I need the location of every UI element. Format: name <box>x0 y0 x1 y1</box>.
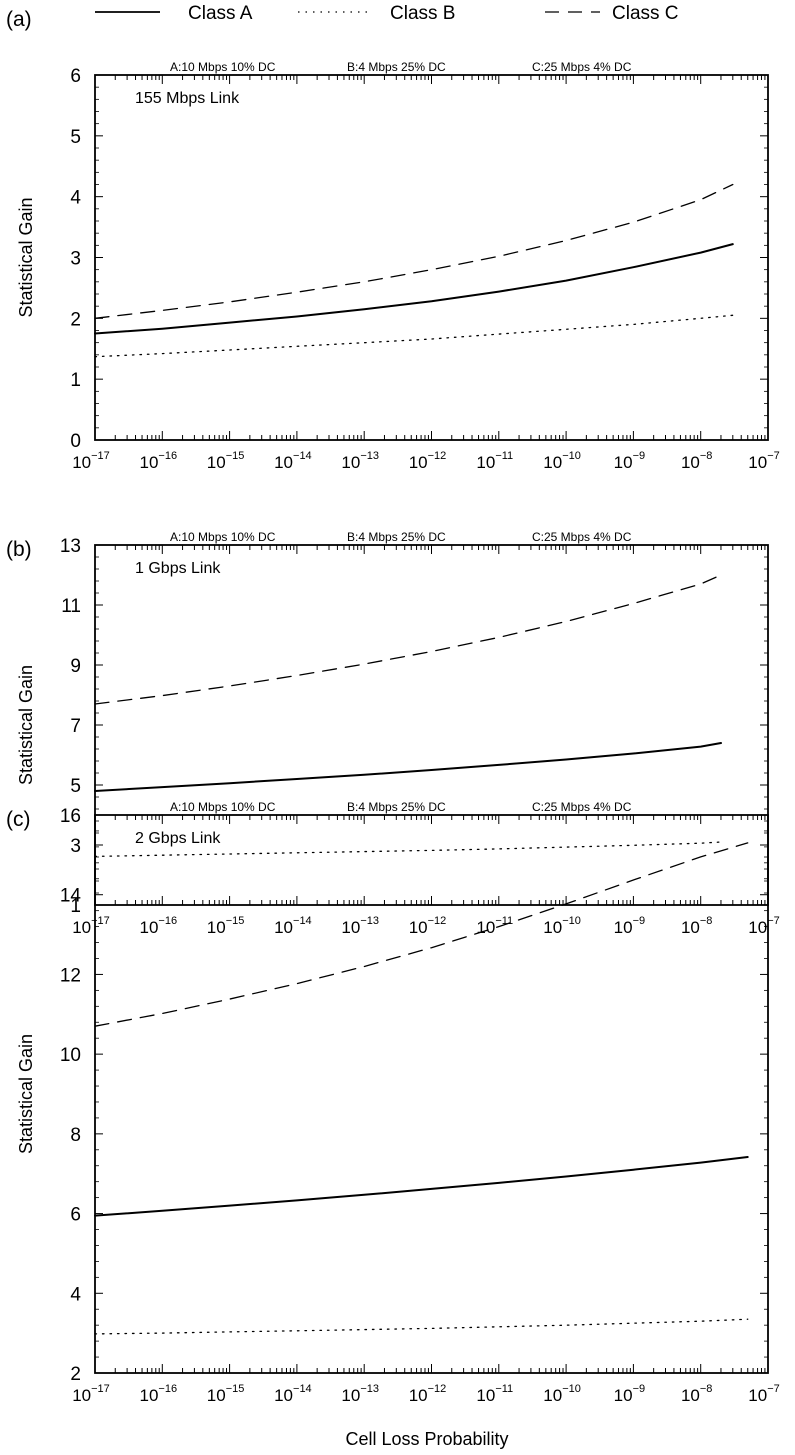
x-tick-label: 10−16 <box>140 450 178 472</box>
panel-b: 10−17 10−16 10−15 10−14 10−13 10−12 10−11 10−10… <box>6 530 780 937</box>
y-tick-label: 6 <box>70 66 81 87</box>
y-tick-label: 12 <box>60 965 81 986</box>
y-tick-label: 4 <box>70 1284 81 1305</box>
x-tick-label: 10−11 <box>476 1383 513 1405</box>
y-axis-label: Statistical Gain <box>16 197 36 317</box>
x-tick-label: 10−7 <box>748 450 779 472</box>
x-tick-label: 10−12 <box>409 915 447 937</box>
panel-label: (a) <box>6 8 32 31</box>
x-tick-label: 10−16 <box>140 915 178 937</box>
panel-c: 10−17 10−16 10−15 10−14 10−13 10−12 10−11 10−10… <box>6 800 780 1405</box>
y-tick-label: 11 <box>61 596 81 617</box>
x-tick-label: 10−7 <box>748 915 779 937</box>
y-tick-label: 3 <box>70 836 81 857</box>
panel-a: 10−17 10−16 10−15 10−14 10−13 10−12 10−11 10−10… <box>6 8 780 472</box>
series-line-class-a <box>94 1156 749 1217</box>
x-tick-label: 10−8 <box>681 450 712 472</box>
x-tick-label: 10−15 <box>207 450 245 472</box>
annotation-1: A:10 Mbps 10% DC <box>170 800 276 814</box>
x-tick-label: 10−12 <box>409 450 447 472</box>
annotation-3: C:25 Mbps 4% DC <box>532 530 632 544</box>
y-tick-label: 5 <box>70 776 81 797</box>
link-label: 1 Gbps Link <box>135 560 221 577</box>
series-line-class-b <box>94 314 734 358</box>
x-tick-label: 10−16 <box>140 1383 178 1405</box>
series-line-class-b <box>94 1318 749 1335</box>
series-line-class-a <box>94 243 734 335</box>
legend-label-class-b: Class B <box>390 3 455 24</box>
legend: Class A Class B Class C <box>95 3 679 24</box>
x-tick-label: 10−8 <box>681 915 712 937</box>
x-tick-label: 10−8 <box>681 1383 712 1405</box>
x-tick-label: 10−9 <box>614 450 645 472</box>
y-tick-label: 4 <box>70 188 81 209</box>
y-tick-label: 7 <box>70 716 81 737</box>
y-tick-label: 2 <box>70 309 81 330</box>
annotation-2: B:4 Mbps 25% DC <box>347 530 446 544</box>
y-tick-label: 13 <box>60 536 81 557</box>
x-tick-label: 10−14 <box>274 915 312 937</box>
annotation-3: C:25 Mbps 4% DC <box>532 60 632 74</box>
legend-label-class-a: Class A <box>188 3 253 24</box>
x-tick-label: 10−17 <box>72 915 110 937</box>
y-tick-label: 10 <box>60 1045 81 1066</box>
y-axis-label: Statistical Gain <box>16 1034 36 1154</box>
plot-frame <box>94 74 769 441</box>
y-tick-label: 5 <box>70 127 81 148</box>
series-line-class-c <box>94 183 734 319</box>
panel-label: (c) <box>6 808 31 831</box>
x-tick-label: 10−10 <box>543 915 581 937</box>
annotation-2: B:4 Mbps 25% DC <box>347 800 446 814</box>
x-tick-label: 10−15 <box>207 1383 245 1405</box>
x-tick-label: 10−10 <box>543 450 581 472</box>
y-tick-label: 14 <box>60 886 82 907</box>
annotation-1: A:10 Mbps 10% DC <box>170 60 276 74</box>
annotation-1: A:10 Mbps 10% DC <box>170 530 276 544</box>
x-tick-label: 10−12 <box>409 1383 447 1405</box>
y-tick-label: 9 <box>70 656 81 677</box>
y-tick-label: 1 <box>70 896 81 917</box>
x-tick-label: 10−17 <box>72 1383 110 1405</box>
x-tick-label: 10−10 <box>543 1383 581 1405</box>
annotation-3: C:25 Mbps 4% DC <box>532 800 632 814</box>
x-tick-label: 10−13 <box>341 450 379 472</box>
x-tick-label: 10−14 <box>274 1383 312 1405</box>
x-tick-label: 10−13 <box>341 915 379 937</box>
series-line-class-a <box>94 742 722 792</box>
y-tick-label: 16 <box>60 806 81 827</box>
x-tick-label: 10−11 <box>476 450 513 472</box>
y-tick-label: 3 <box>70 249 81 270</box>
x-tick-label: 10−13 <box>341 1383 379 1405</box>
y-tick-label: 1 <box>70 370 81 391</box>
x-tick-label: 10−15 <box>207 915 245 937</box>
x-tick-label: 10−9 <box>614 915 645 937</box>
y-tick-label: 8 <box>70 1125 81 1146</box>
y-tick-label: 0 <box>70 431 81 452</box>
series-line-class-b <box>94 841 722 858</box>
x-tick-label: 10−17 <box>72 450 110 472</box>
x-tick-label: 10−14 <box>274 450 312 472</box>
y-tick-label: 2 <box>70 1364 81 1385</box>
x-axis-label: Cell Loss Probability <box>345 1429 508 1449</box>
x-tick-label: 10−7 <box>748 1383 779 1405</box>
x-tick-label: 10−9 <box>614 1383 645 1405</box>
legend-label-class-c: Class C <box>612 3 679 24</box>
link-label: 2 Gbps Link <box>135 830 221 847</box>
y-tick-label: 6 <box>70 1205 81 1226</box>
plot-frame <box>94 544 769 906</box>
annotation-2: B:4 Mbps 25% DC <box>347 60 446 74</box>
y-axis-label: Statistical Gain <box>16 665 36 785</box>
panel-label: (b) <box>6 538 32 561</box>
series-line-class-c <box>94 574 722 705</box>
x-tick-label: 10−11 <box>476 915 513 937</box>
series-line-class-c <box>94 842 749 1027</box>
link-label: 155 Mbps Link <box>135 90 240 107</box>
panels: 10−17 10−16 10−15 10−14 10−13 10−12 10−11 10−10… <box>6 8 780 1405</box>
